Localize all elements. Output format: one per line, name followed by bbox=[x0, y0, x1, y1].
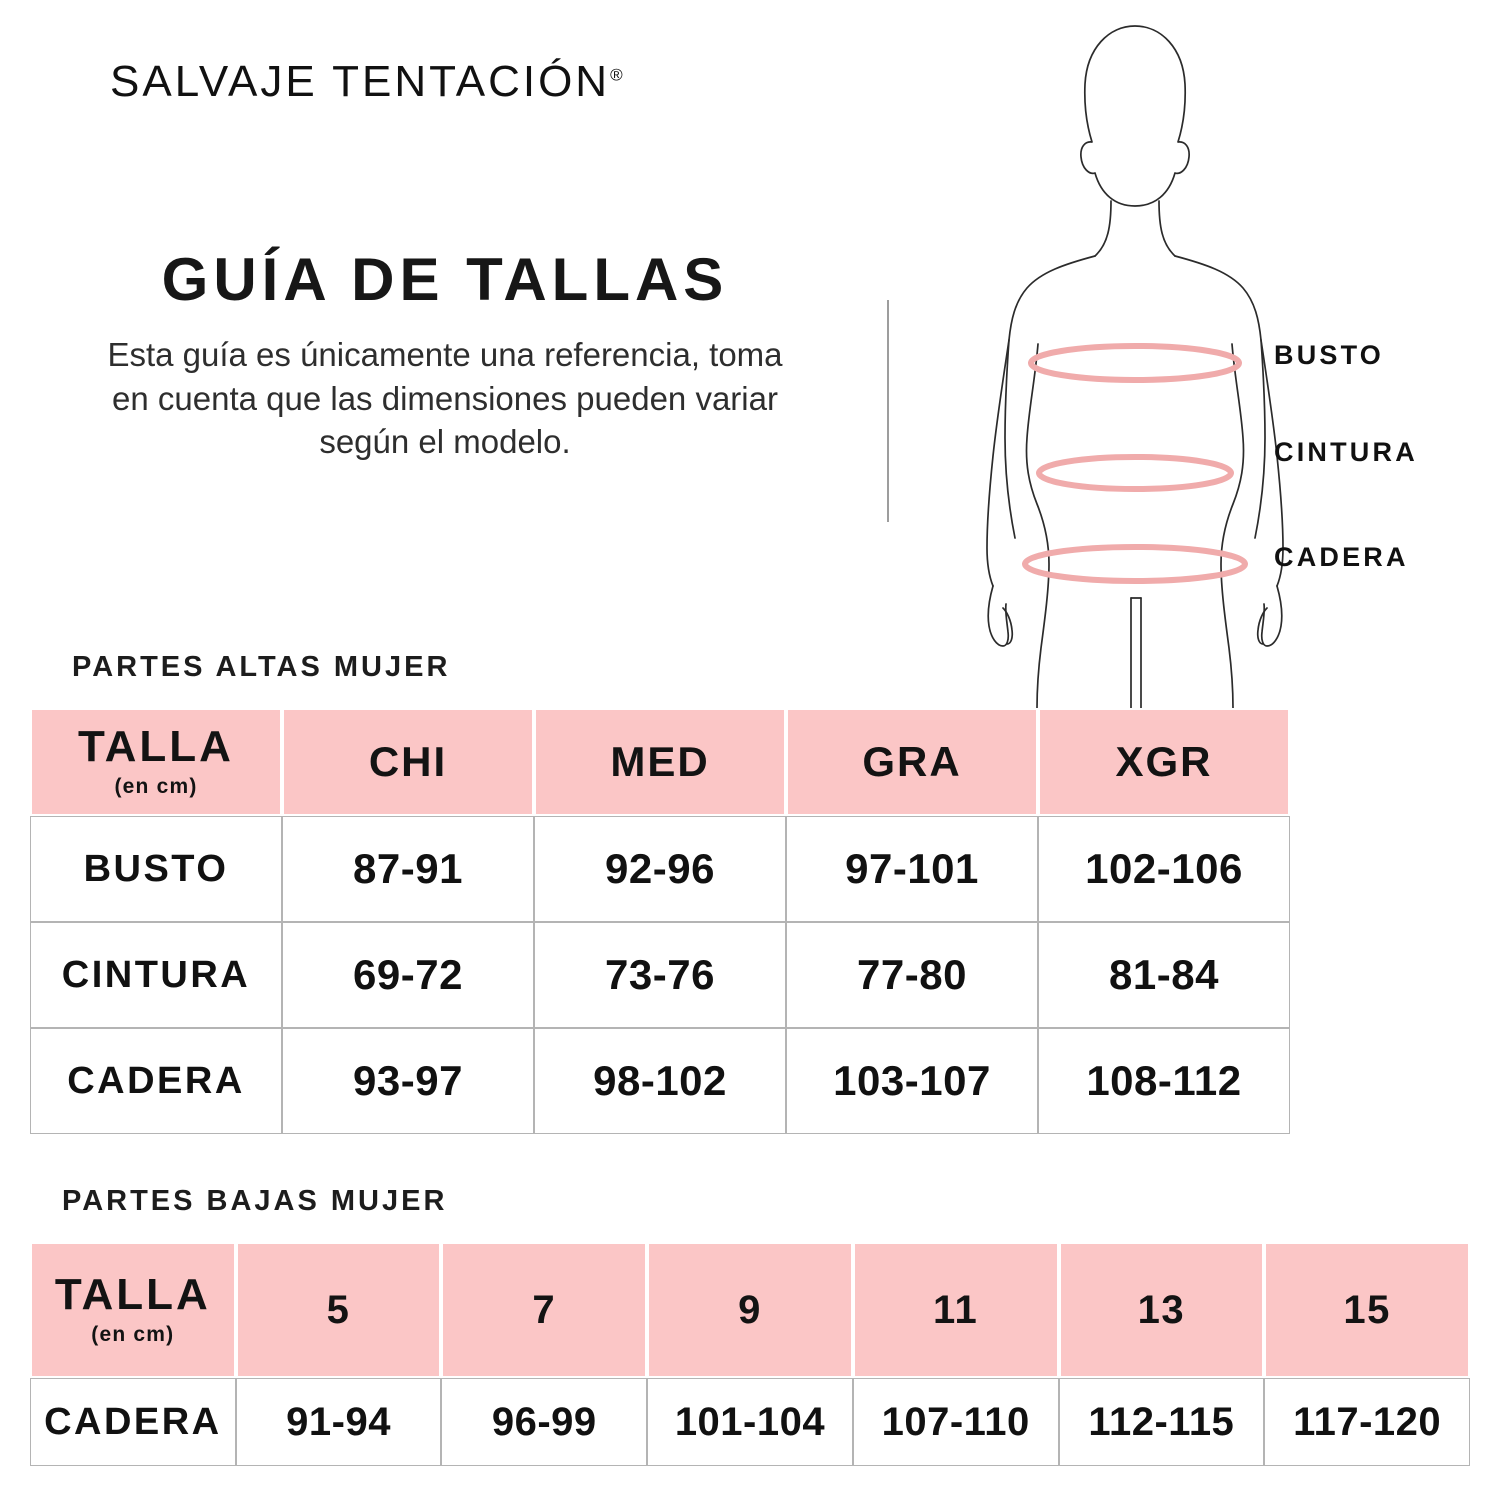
header-cell-xgr: XGR bbox=[1038, 708, 1290, 816]
header-cell-size-7: 7 bbox=[441, 1242, 648, 1378]
cell-cadera-13: 112-115 bbox=[1058, 1378, 1265, 1466]
hand-right-thumb bbox=[1256, 607, 1268, 645]
intro-description: Esta guía es únicamente una referencia, … bbox=[107, 336, 783, 461]
talla-label-lower: TALLA bbox=[54, 1270, 211, 1319]
header-cell-size-15: 15 bbox=[1264, 1242, 1470, 1378]
talla-unit: (en cm) bbox=[114, 775, 198, 798]
registered-mark-icon: ® bbox=[610, 65, 623, 85]
arm-left-outer bbox=[986, 339, 1010, 587]
body-left-contour bbox=[1025, 343, 1050, 708]
table-header-row: TALLA (en cm) CHI MED GRA XGR bbox=[30, 708, 1290, 816]
hip-band bbox=[1022, 544, 1248, 584]
cell-cintura-gra: 77-80 bbox=[786, 922, 1038, 1028]
waist-band bbox=[1036, 454, 1234, 492]
size-table-upper: TALLA (en cm) CHI MED GRA XGR BUSTO 87-9… bbox=[30, 708, 1290, 1134]
body-right-contour bbox=[1220, 343, 1245, 708]
table-row: BUSTO 87-91 92-96 97-101 102-106 bbox=[30, 816, 1290, 922]
talla-unit-lower: (en cm) bbox=[91, 1323, 175, 1346]
header-cell-chi: CHI bbox=[282, 708, 534, 816]
cell-cintura-med: 73-76 bbox=[534, 922, 786, 1028]
cell-cintura-chi: 69-72 bbox=[282, 922, 534, 1028]
table-row: CINTURA 69-72 73-76 77-80 81-84 bbox=[30, 922, 1290, 1028]
header-cell-med: MED bbox=[534, 708, 786, 816]
table-row: CADERA 91-94 96-99 101-104 107-110 112-1… bbox=[30, 1378, 1470, 1466]
cell-cadera-xgr: 108-112 bbox=[1038, 1028, 1290, 1134]
cell-cadera-chi: 93-97 bbox=[282, 1028, 534, 1134]
size-table-lower: TALLA (en cm) 5 7 9 11 13 15 CADERA 91-9… bbox=[30, 1242, 1470, 1466]
cell-busto-med: 92-96 bbox=[534, 816, 786, 922]
cell-cadera-gra: 103-107 bbox=[786, 1028, 1038, 1134]
measurement-bands bbox=[1022, 343, 1248, 584]
header-cell-talla: TALLA (en cm) bbox=[30, 708, 282, 816]
section-title-lower: PARTES BAJAS MUJER bbox=[62, 1185, 448, 1217]
bust-band bbox=[1028, 343, 1242, 383]
label-cadera: CADERA bbox=[1274, 542, 1409, 572]
brand-title: SALVAJE TENTACIÓN® bbox=[110, 57, 623, 107]
torso-left bbox=[1004, 255, 1096, 539]
cell-cintura-xgr: 81-84 bbox=[1038, 922, 1290, 1028]
brand-name: SALVAJE TENTACIÓN bbox=[110, 57, 611, 106]
row-label-cadera: CADERA bbox=[30, 1028, 282, 1134]
talla-label: TALLA bbox=[78, 722, 234, 771]
header-cell-talla-lower: TALLA (en cm) bbox=[30, 1242, 236, 1378]
page-title: GUÍA DE TALLAS bbox=[161, 246, 729, 313]
intro-block: GUÍA DE TALLAS Esta guía es únicamente u… bbox=[30, 248, 860, 464]
cell-busto-gra: 97-101 bbox=[786, 816, 1038, 922]
section-title-upper: PARTES ALTAS MUJER bbox=[72, 651, 451, 683]
head-outline bbox=[1080, 25, 1190, 207]
cell-cadera-11: 107-110 bbox=[852, 1378, 1059, 1466]
row-label-cintura: CINTURA bbox=[30, 922, 282, 1028]
header-cell-gra: GRA bbox=[786, 708, 1038, 816]
table-row: CADERA 93-97 98-102 103-107 108-112 bbox=[30, 1028, 1290, 1134]
body-figure-illustration bbox=[945, 8, 1325, 708]
label-busto: BUSTO bbox=[1274, 340, 1385, 370]
vertical-divider bbox=[887, 300, 889, 522]
cell-cadera-9: 101-104 bbox=[647, 1378, 853, 1466]
hand-left bbox=[987, 585, 1010, 647]
torso-right bbox=[1174, 255, 1266, 539]
row-label-cadera-lower: CADERA bbox=[30, 1378, 236, 1466]
header-cell-size-13: 13 bbox=[1058, 1242, 1265, 1378]
cell-busto-chi: 87-91 bbox=[282, 816, 534, 922]
hand-left-thumb bbox=[1002, 607, 1014, 645]
cell-cadera-5: 91-94 bbox=[235, 1378, 442, 1466]
cell-cadera-15: 117-120 bbox=[1264, 1378, 1470, 1466]
neck-right bbox=[1158, 200, 1176, 257]
hand-right bbox=[1260, 585, 1283, 647]
label-cintura: CINTURA bbox=[1274, 437, 1418, 467]
neck-left bbox=[1094, 200, 1112, 257]
header-cell-size-9: 9 bbox=[647, 1242, 853, 1378]
header-cell-size-11: 11 bbox=[852, 1242, 1059, 1378]
arm-right-outer bbox=[1260, 339, 1284, 587]
cell-busto-xgr: 102-106 bbox=[1038, 816, 1290, 922]
header-cell-size-5: 5 bbox=[235, 1242, 442, 1378]
cell-cadera-7: 96-99 bbox=[441, 1378, 648, 1466]
row-label-busto: BUSTO bbox=[30, 816, 282, 922]
table-header-row: TALLA (en cm) 5 7 9 11 13 15 bbox=[30, 1242, 1470, 1378]
cell-cadera-med: 98-102 bbox=[534, 1028, 786, 1134]
